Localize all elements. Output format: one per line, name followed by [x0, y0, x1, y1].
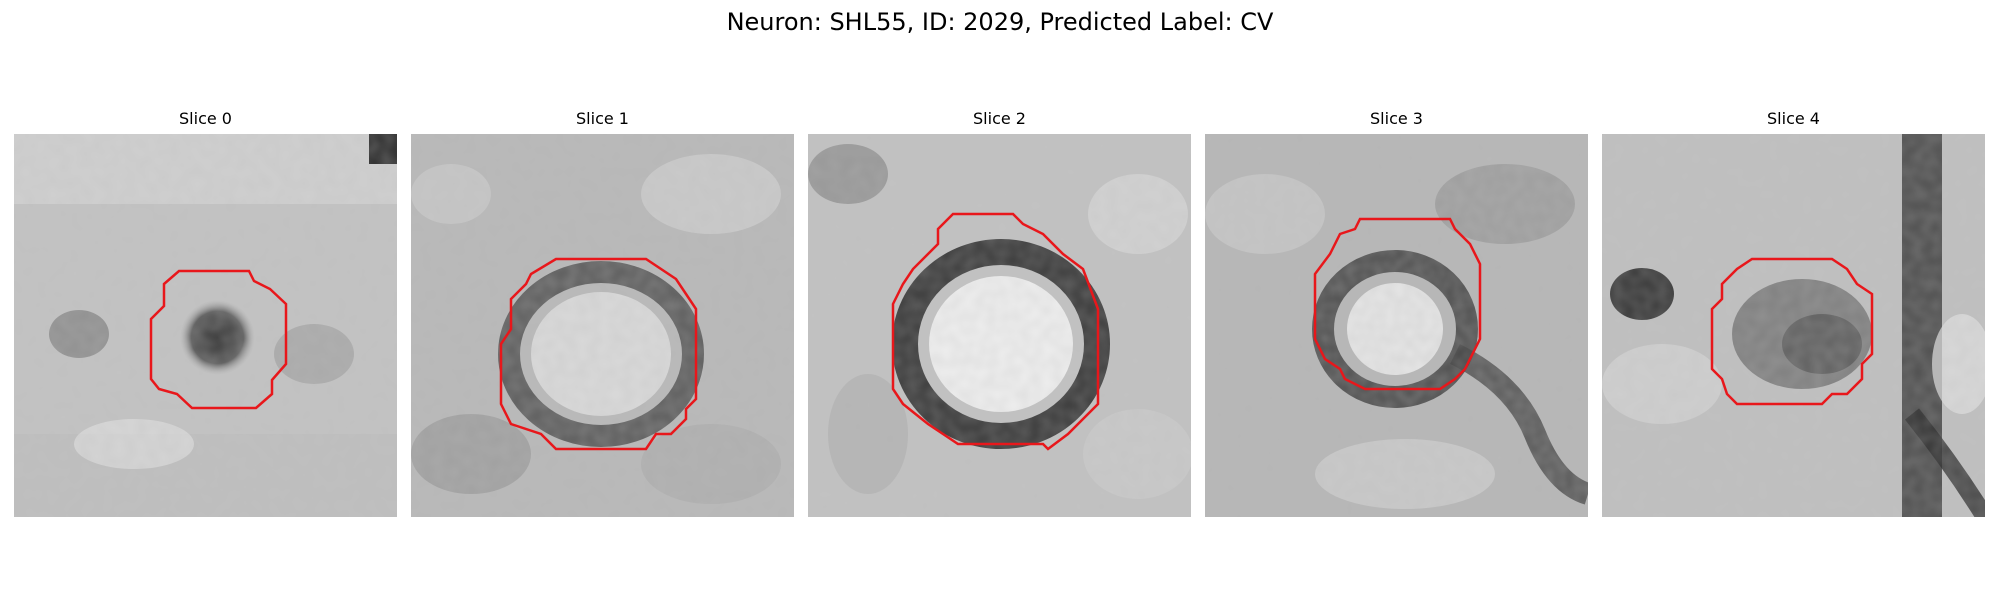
slice-panel-1: Slice 1	[411, 108, 794, 518]
slice-panel-0: Slice 0	[14, 108, 397, 518]
slice-panel-4: Slice 4	[1602, 108, 1985, 518]
slice-image-4	[1602, 134, 1985, 517]
slice-image-3	[1205, 134, 1588, 517]
figure-title: Neuron: SHL55, ID: 2029, Predicted Label…	[726, 8, 1274, 36]
slice-image-0	[14, 134, 397, 517]
slice-title-0: Slice 0	[179, 109, 232, 128]
slice-panel-2: Slice 2	[808, 108, 1191, 518]
slice-title-1: Slice 1	[576, 109, 629, 128]
slice-image-1	[411, 134, 794, 517]
slice-image-2	[808, 134, 1191, 517]
slice-title-4: Slice 4	[1767, 109, 1820, 128]
slice-panel-3: Slice 3	[1205, 108, 1588, 518]
slice-title-2: Slice 2	[973, 109, 1026, 128]
slice-title-3: Slice 3	[1370, 109, 1423, 128]
